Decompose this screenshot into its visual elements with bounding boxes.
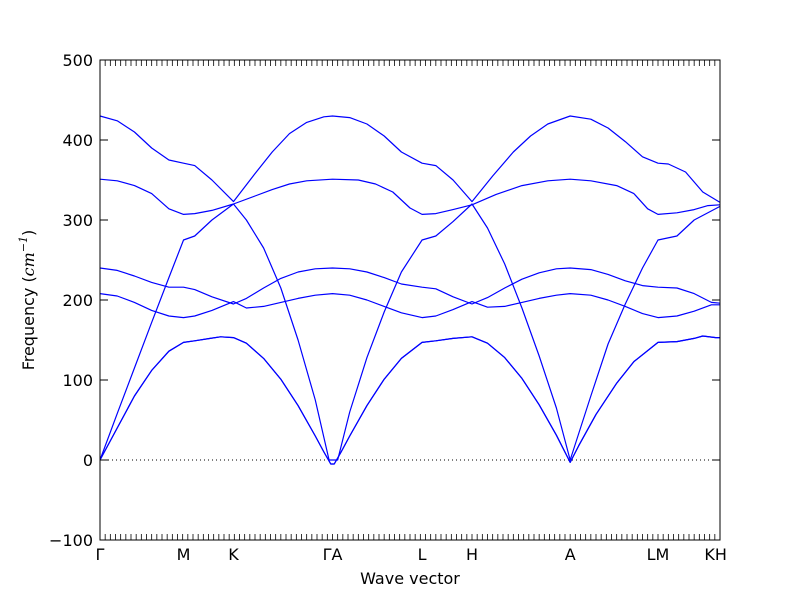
y-axis-label-exponent: −1	[17, 236, 30, 252]
band-line-3	[99, 178, 721, 461]
plot-area: Γ M K ΓA L H A LM KH −100 0 100 200 300 400 500	[49, 51, 727, 564]
series-layer	[99, 115, 721, 465]
x-axis-label: Wave vector	[360, 569, 460, 588]
band-line-2	[99, 335, 720, 465]
y-tick-label: 100	[62, 371, 93, 390]
x-tick-label: ΓA	[323, 545, 343, 564]
y-axis-label-suffix: )	[19, 230, 38, 236]
x-tick-label: LM	[647, 545, 670, 564]
x-tick-label: L	[418, 545, 427, 564]
band-line-7	[99, 293, 720, 319]
y-axis-label: Frequency (cm−1)	[17, 230, 38, 371]
x-tick-label: A	[565, 545, 576, 564]
y-tick-label: 300	[62, 211, 93, 230]
x-tick-label: H	[466, 545, 478, 564]
y-tick-layer: −100 0 100 200 300 400 500	[49, 51, 720, 550]
x-tick-label: Γ	[96, 545, 105, 564]
y-tick-label: 400	[62, 131, 93, 150]
band-line-6	[99, 267, 721, 305]
y-axis-label-prefix: Frequency (	[19, 276, 38, 370]
band-line-4	[99, 115, 721, 203]
band-line-5	[99, 178, 721, 461]
y-tick-label: 500	[62, 51, 93, 70]
y-tick-label: 200	[62, 291, 93, 310]
y-axis-label-unit: cm	[19, 252, 38, 276]
y-tick-label: −100	[49, 531, 93, 550]
x-tick-label: KH	[704, 545, 727, 564]
x-tick-label: K	[228, 545, 239, 564]
x-tick-label: M	[177, 545, 191, 564]
y-tick-label: 0	[83, 451, 93, 470]
x-tick-layer: Γ M K ΓA L H A LM KH	[96, 60, 727, 564]
